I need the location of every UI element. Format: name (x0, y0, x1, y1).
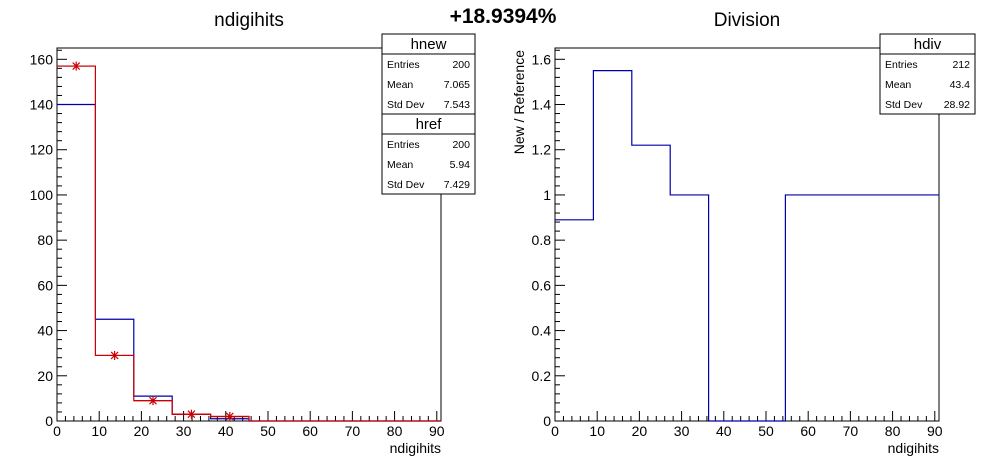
y-tick-label: 40 (37, 323, 53, 339)
stats-box-href: href Entries 200 Mean 5.94 Std Dev 7.429 (381, 113, 476, 195)
stats-box-hdiv: hdiv Entries 212 Mean 43.4 Std Dev 28.92 (879, 33, 976, 115)
y-tick-label: 0.2 (532, 368, 552, 384)
y-tick-label: 1.4 (532, 97, 552, 113)
x-tick-label: 0 (53, 423, 61, 439)
y-tick-label: 0.8 (532, 232, 552, 248)
x-tick-label: 20 (632, 423, 648, 439)
series-hnew-marker (133, 396, 173, 406)
x-tick-label: 10 (91, 423, 107, 439)
series-hdiv-line (555, 70, 939, 422)
x-tick-label: 0 (551, 423, 559, 439)
stats-label: Std Dev (387, 179, 425, 191)
stats-value: 200 (452, 139, 470, 151)
stats-label: Mean (387, 159, 413, 171)
x-tick-label: 50 (758, 423, 774, 439)
x-tick-label: 60 (800, 423, 816, 439)
x-tick-label: 40 (218, 423, 234, 439)
stats-label: Std Dev (885, 99, 923, 111)
x-tick-label: 10 (589, 423, 605, 439)
stats-label: Entries (387, 139, 420, 151)
y-tick-label: 140 (30, 97, 54, 113)
left-chart-title: ndigihits (214, 10, 284, 31)
right-panel: Division ndigihits New / Reference 0 10 20… (511, 10, 976, 456)
stats-label: Mean (885, 79, 911, 91)
stats-value: 7.543 (444, 99, 470, 111)
stats-value: 7.429 (444, 179, 470, 191)
y-tick-label: 0.4 (532, 323, 552, 339)
x-tick-label: 60 (302, 423, 318, 439)
stats-box-title: hnew (411, 36, 447, 53)
x-tick-label: 80 (387, 423, 403, 439)
stats-label: Entries (387, 59, 420, 71)
y-tick-label: 120 (30, 142, 54, 158)
x-tick-label: 30 (176, 423, 192, 439)
x-tick-label: 90 (429, 423, 445, 439)
x-tick-label: 90 (927, 423, 943, 439)
left-x-axis-label: ndigihits (390, 440, 441, 456)
x-tick-label: 80 (885, 423, 901, 439)
right-y-axis-label: New / Reference (511, 50, 527, 154)
y-tick-label: 0.6 (532, 277, 552, 293)
y-tick-label: 0 (45, 413, 53, 429)
series-hnew-marker (210, 411, 249, 421)
stats-label: Std Dev (387, 99, 425, 111)
x-tick-label: 50 (260, 423, 276, 439)
y-tick-label: 20 (37, 368, 53, 384)
stats-label: Mean (387, 79, 413, 91)
y-tick-label: 1.6 (532, 51, 552, 67)
x-tick-label: 30 (674, 423, 690, 439)
stats-value: 28.92 (944, 99, 970, 111)
y-tick-label: 80 (37, 232, 53, 248)
x-tick-label: 20 (134, 423, 150, 439)
x-tick-label: 70 (345, 423, 361, 439)
y-tick-label: 0 (543, 413, 551, 429)
right-chart-title: Division (714, 10, 781, 31)
right-x-axis-label: ndigihits (888, 440, 939, 456)
y-tick-label: 1.2 (532, 142, 552, 158)
stats-box-title: hdiv (914, 36, 942, 53)
y-tick-label: 1 (543, 187, 551, 203)
left-panel: ndigihits ndigihits 0 10 20 30 40 50 60 70 80 90 0… (30, 10, 476, 456)
stats-value: 200 (452, 59, 470, 71)
banner-percent: +18.9394% (450, 5, 557, 28)
stats-box-hnew: hnew Entries 200 Mean 7.065 Std Dev 7.543 (381, 33, 476, 115)
y-tick-label: 60 (37, 277, 53, 293)
stats-box-title: href (416, 116, 443, 133)
stats-value: 43.4 (950, 79, 971, 91)
stats-label: Entries (885, 59, 918, 71)
stats-value: 7.065 (444, 79, 470, 91)
x-tick-label: 70 (843, 423, 859, 439)
x-tick-label: 40 (716, 423, 732, 439)
stats-value: 5.94 (450, 159, 471, 171)
series-hnew-marker (95, 350, 134, 360)
series-hnew-marker (172, 409, 211, 419)
stats-value: 212 (952, 59, 970, 71)
y-tick-label: 160 (30, 51, 54, 67)
y-tick-label: 100 (30, 187, 54, 203)
series-hnew-marker (57, 61, 96, 71)
